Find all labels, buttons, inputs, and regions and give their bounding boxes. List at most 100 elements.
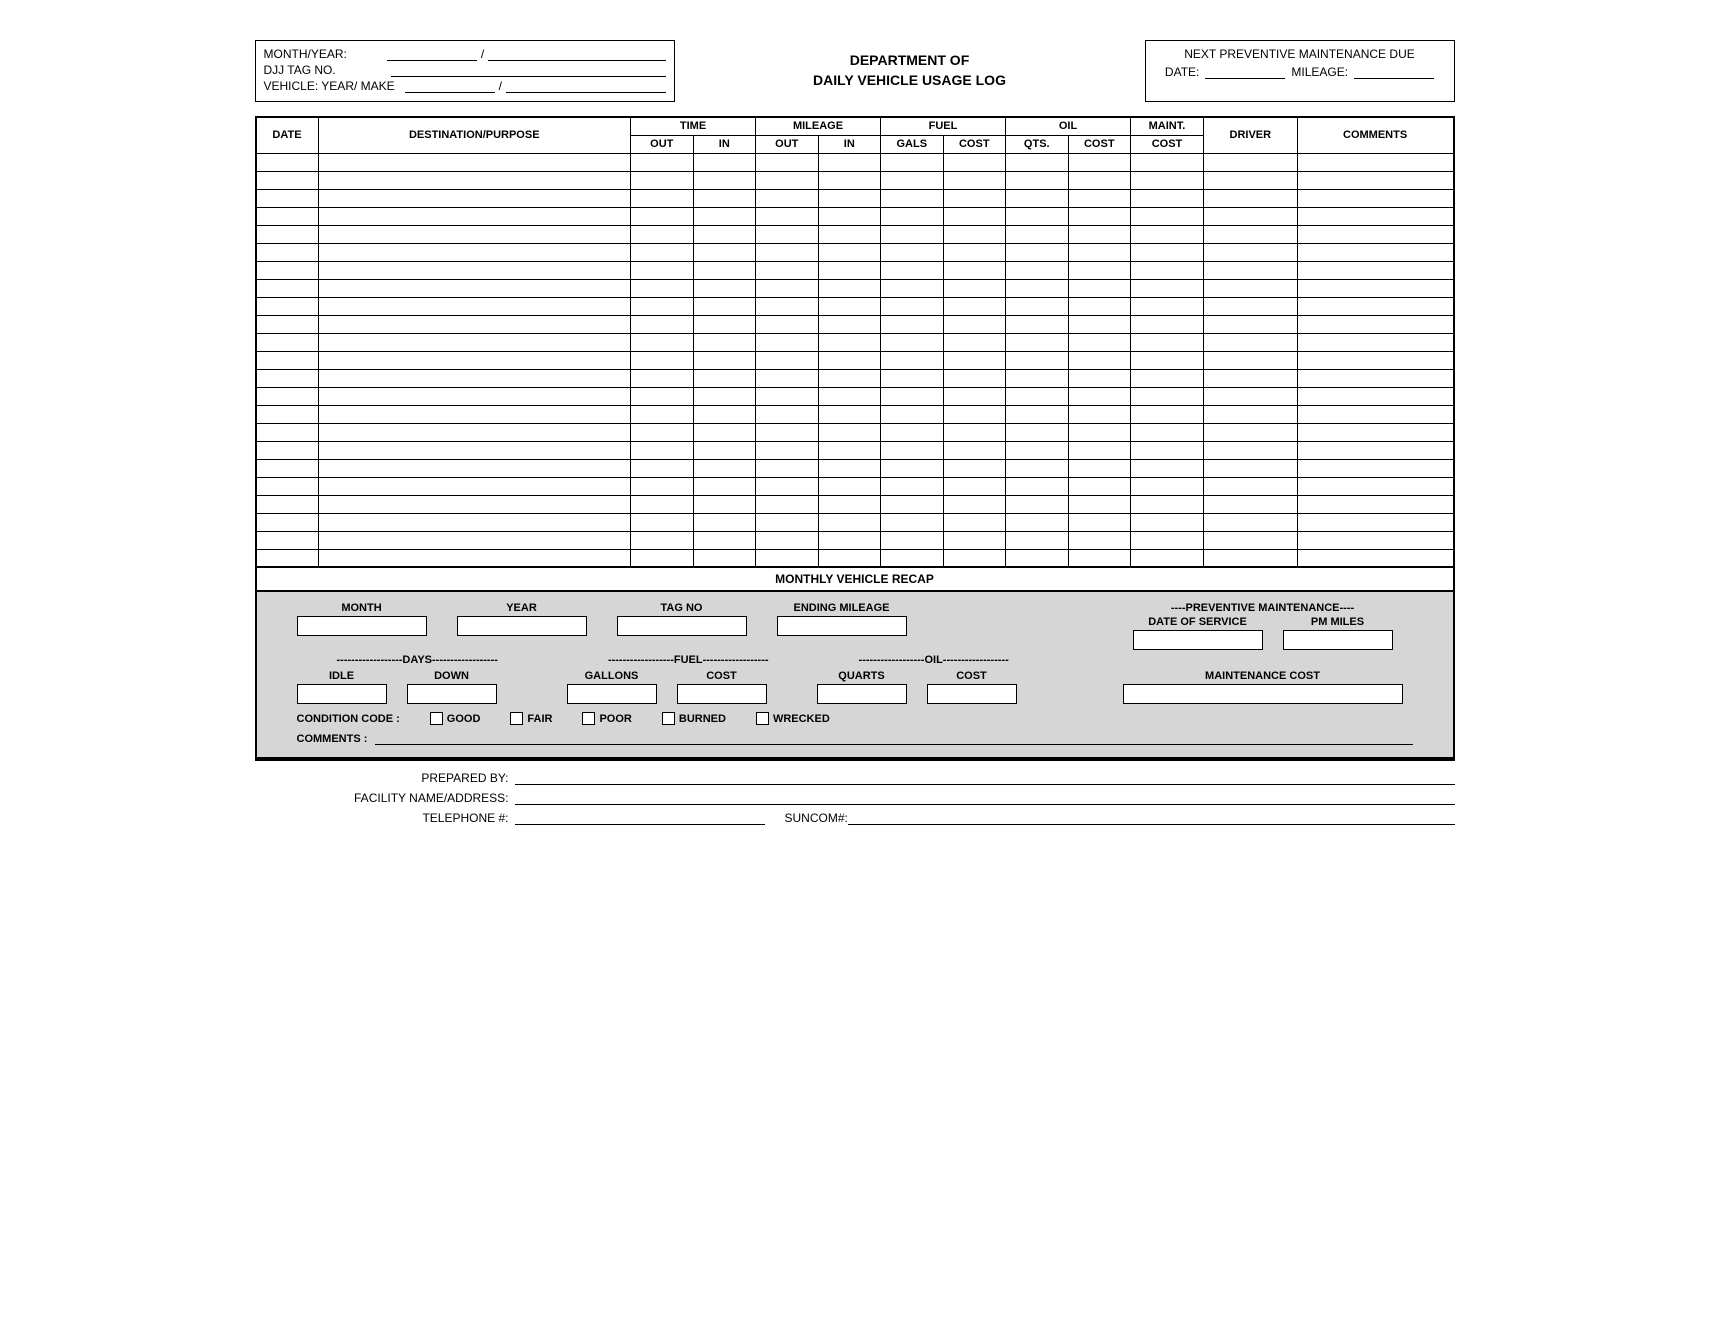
table-cell[interactable] bbox=[756, 243, 819, 261]
table-cell[interactable] bbox=[318, 477, 631, 495]
table-cell[interactable] bbox=[1068, 441, 1131, 459]
table-cell[interactable] bbox=[1006, 225, 1069, 243]
table-cell[interactable] bbox=[318, 189, 631, 207]
table-cell[interactable] bbox=[818, 189, 881, 207]
table-cell[interactable] bbox=[631, 207, 694, 225]
table-cell[interactable] bbox=[1203, 405, 1297, 423]
table-cell[interactable] bbox=[881, 369, 944, 387]
pm-date-field[interactable] bbox=[1205, 65, 1285, 79]
table-cell[interactable] bbox=[1006, 171, 1069, 189]
facility-field[interactable] bbox=[515, 791, 1455, 805]
table-cell[interactable] bbox=[756, 531, 819, 549]
table-cell[interactable] bbox=[631, 171, 694, 189]
table-cell[interactable] bbox=[318, 279, 631, 297]
table-cell[interactable] bbox=[1068, 423, 1131, 441]
table-cell[interactable] bbox=[818, 315, 881, 333]
table-cell[interactable] bbox=[1297, 261, 1453, 279]
table-cell[interactable] bbox=[693, 207, 756, 225]
table-cell[interactable] bbox=[1297, 189, 1453, 207]
table-cell[interactable] bbox=[756, 189, 819, 207]
table-cell[interactable] bbox=[693, 225, 756, 243]
table-cell[interactable] bbox=[881, 207, 944, 225]
table-cell[interactable] bbox=[1131, 279, 1204, 297]
djj-tag-field[interactable] bbox=[391, 63, 666, 77]
table-cell[interactable] bbox=[318, 441, 631, 459]
table-cell[interactable] bbox=[631, 531, 694, 549]
table-cell[interactable] bbox=[256, 297, 319, 315]
table-cell[interactable] bbox=[818, 279, 881, 297]
table-cell[interactable] bbox=[881, 243, 944, 261]
table-cell[interactable] bbox=[1068, 531, 1131, 549]
table-cell[interactable] bbox=[693, 513, 756, 531]
table-cell[interactable] bbox=[1297, 387, 1453, 405]
table-cell[interactable] bbox=[881, 153, 944, 171]
table-cell[interactable] bbox=[256, 225, 319, 243]
recap-down-field[interactable] bbox=[407, 684, 497, 704]
table-cell[interactable] bbox=[1006, 459, 1069, 477]
table-cell[interactable] bbox=[1297, 351, 1453, 369]
table-cell[interactable] bbox=[943, 189, 1006, 207]
table-cell[interactable] bbox=[256, 171, 319, 189]
table-cell[interactable] bbox=[1203, 315, 1297, 333]
table-cell[interactable] bbox=[1068, 333, 1131, 351]
table-cell[interactable] bbox=[881, 315, 944, 333]
table-cell[interactable] bbox=[1203, 441, 1297, 459]
vehicle-year-field[interactable] bbox=[405, 79, 495, 93]
table-cell[interactable] bbox=[1006, 441, 1069, 459]
recap-maintcost-field[interactable] bbox=[1123, 684, 1403, 704]
table-cell[interactable] bbox=[1203, 495, 1297, 513]
table-cell[interactable] bbox=[256, 207, 319, 225]
chk-wrecked[interactable] bbox=[756, 712, 769, 725]
table-cell[interactable] bbox=[1131, 225, 1204, 243]
table-cell[interactable] bbox=[818, 153, 881, 171]
chk-good[interactable] bbox=[430, 712, 443, 725]
table-cell[interactable] bbox=[756, 423, 819, 441]
table-cell[interactable] bbox=[693, 495, 756, 513]
table-cell[interactable] bbox=[631, 513, 694, 531]
table-cell[interactable] bbox=[756, 405, 819, 423]
table-cell[interactable] bbox=[881, 459, 944, 477]
table-cell[interactable] bbox=[1131, 207, 1204, 225]
recap-idle-field[interactable] bbox=[297, 684, 387, 704]
table-cell[interactable] bbox=[693, 297, 756, 315]
table-cell[interactable] bbox=[818, 549, 881, 567]
table-cell[interactable] bbox=[318, 225, 631, 243]
table-cell[interactable] bbox=[818, 243, 881, 261]
table-cell[interactable] bbox=[756, 153, 819, 171]
table-cell[interactable] bbox=[693, 351, 756, 369]
table-cell[interactable] bbox=[631, 153, 694, 171]
table-cell[interactable] bbox=[818, 423, 881, 441]
table-cell[interactable] bbox=[1203, 351, 1297, 369]
table-cell[interactable] bbox=[631, 297, 694, 315]
table-cell[interactable] bbox=[1297, 153, 1453, 171]
table-cell[interactable] bbox=[693, 189, 756, 207]
table-cell[interactable] bbox=[1131, 243, 1204, 261]
table-cell[interactable] bbox=[318, 351, 631, 369]
table-cell[interactable] bbox=[881, 171, 944, 189]
chk-poor[interactable] bbox=[582, 712, 595, 725]
table-cell[interactable] bbox=[881, 297, 944, 315]
table-cell[interactable] bbox=[1068, 225, 1131, 243]
table-cell[interactable] bbox=[1297, 207, 1453, 225]
recap-dos-field[interactable] bbox=[1133, 630, 1263, 650]
table-cell[interactable] bbox=[631, 423, 694, 441]
table-cell[interactable] bbox=[818, 477, 881, 495]
table-cell[interactable] bbox=[1203, 387, 1297, 405]
table-cell[interactable] bbox=[693, 459, 756, 477]
table-cell[interactable] bbox=[943, 333, 1006, 351]
table-cell[interactable] bbox=[1203, 171, 1297, 189]
table-cell[interactable] bbox=[756, 315, 819, 333]
table-cell[interactable] bbox=[756, 297, 819, 315]
table-cell[interactable] bbox=[318, 369, 631, 387]
table-cell[interactable] bbox=[818, 351, 881, 369]
pm-mileage-field[interactable] bbox=[1354, 65, 1434, 79]
table-cell[interactable] bbox=[756, 459, 819, 477]
table-cell[interactable] bbox=[756, 477, 819, 495]
table-cell[interactable] bbox=[631, 351, 694, 369]
recap-month-field[interactable] bbox=[297, 616, 427, 636]
table-cell[interactable] bbox=[693, 369, 756, 387]
table-cell[interactable] bbox=[943, 495, 1006, 513]
table-cell[interactable] bbox=[1131, 549, 1204, 567]
table-cell[interactable] bbox=[818, 459, 881, 477]
table-cell[interactable] bbox=[318, 153, 631, 171]
